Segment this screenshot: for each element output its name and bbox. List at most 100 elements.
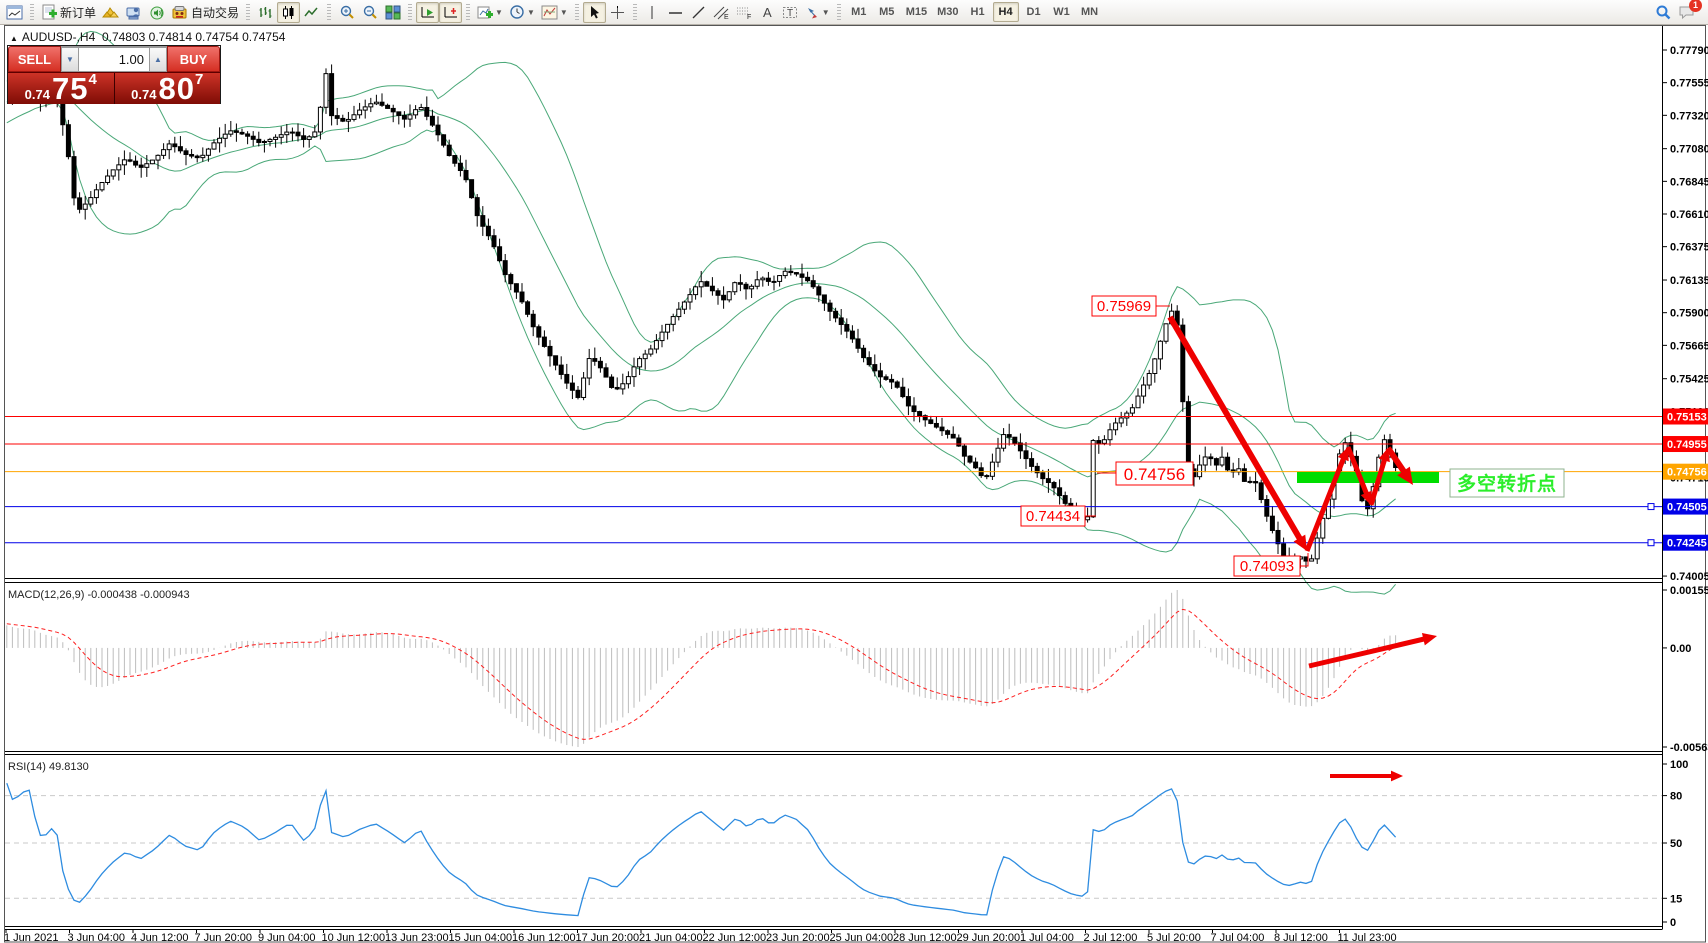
panel-toggle-icon[interactable]: ▲ xyxy=(10,34,18,43)
arrows-button[interactable]: ▼ xyxy=(802,2,833,23)
price-axis: 0.77790 0.77555 0.77320 0.77080 0.76845 0.766… xyxy=(1663,45,1708,583)
sell-price-small: 0.74 xyxy=(24,87,50,102)
text-button[interactable]: A xyxy=(756,2,779,23)
navigator-icon xyxy=(126,7,140,19)
sell-button[interactable]: SELL xyxy=(8,46,61,72)
svg-text:0.76610: 0.76610 xyxy=(1670,209,1708,221)
navigator-button[interactable] xyxy=(122,2,145,23)
timeframe-D1[interactable]: D1 xyxy=(1026,6,1041,18)
one-click-trading-panel: SELL ▼ 1.00 ▲ BUY 0.74 75 4 0.74 80 7 xyxy=(7,45,221,104)
autotrading-button[interactable]: 自动交易 xyxy=(168,2,242,23)
timeframe-W1[interactable]: W1 xyxy=(1053,6,1070,18)
signals-button[interactable] xyxy=(145,2,168,23)
volume-input[interactable]: 1.00 xyxy=(79,47,149,72)
chart-ohlc: 0.74803 0.74814 0.74754 0.74754 xyxy=(101,30,286,44)
line-handle[interactable] xyxy=(1647,503,1655,511)
price-tag: 0.74505 xyxy=(1663,498,1708,515)
search-button[interactable] xyxy=(1652,2,1675,23)
timeframe-M5[interactable]: M5 xyxy=(879,6,895,18)
timeframe-M15[interactable]: M15 xyxy=(905,6,928,18)
toolbar-grip xyxy=(466,4,471,20)
price-annotation[interactable]: 0.74434 xyxy=(1020,505,1096,527)
svg-text:0.74756: 0.74756 xyxy=(1124,465,1185,484)
zoom-out-icon xyxy=(363,5,377,19)
notifications-button[interactable]: 1 xyxy=(1675,0,1702,23)
cursor-button[interactable] xyxy=(582,1,606,23)
svg-text:0.77790: 0.77790 xyxy=(1670,45,1708,57)
line-chart-mode-button[interactable] xyxy=(300,2,323,23)
vertical-line-button[interactable] xyxy=(641,2,664,23)
indicators-button[interactable]: ▼ xyxy=(474,2,506,23)
candlestick-mode-button[interactable] xyxy=(277,1,301,23)
buy-button[interactable]: BUY xyxy=(167,46,220,72)
periods-button[interactable]: ▼ xyxy=(506,2,538,23)
svg-text:7 Jun 20:00: 7 Jun 20:00 xyxy=(195,932,253,943)
new-order-icon xyxy=(42,4,57,20)
auto-scroll-button[interactable] xyxy=(416,1,440,23)
tile-windows-button[interactable] xyxy=(381,2,404,23)
volume-stepper: ▼ 1.00 ▲ xyxy=(61,46,167,72)
cursor-icon xyxy=(590,5,599,18)
buy-price-small: 0.74 xyxy=(131,87,157,102)
svg-text:15: 15 xyxy=(1670,893,1682,905)
buy-price[interactable]: 0.74 80 7 xyxy=(114,71,220,104)
timeframe-M1[interactable]: M1 xyxy=(851,6,867,18)
volume-increase-button[interactable]: ▲ xyxy=(149,47,167,72)
equidistant-channel-button[interactable]: E xyxy=(710,2,733,23)
templates-button[interactable]: ▼ xyxy=(538,2,571,23)
toolbar-grip xyxy=(632,4,637,20)
svg-text:0.001559: 0.001559 xyxy=(1670,585,1708,597)
trendline-button[interactable] xyxy=(687,2,710,23)
notification-badge: 1 xyxy=(1689,0,1702,12)
trend-arrows[interactable] xyxy=(1167,315,1437,782)
timeframe-H1[interactable]: H1 xyxy=(970,6,985,18)
price-annotation[interactable]: 0.74756 xyxy=(1097,461,1194,486)
price-annotation[interactable]: 0.74093 xyxy=(1233,553,1309,577)
sell-price-sup: 4 xyxy=(88,71,97,88)
zoom-out-button[interactable] xyxy=(358,2,381,23)
svg-text:0.74756: 0.74756 xyxy=(1667,467,1707,479)
zoom-in-button[interactable] xyxy=(335,2,358,23)
crosshair-button[interactable] xyxy=(606,2,629,23)
fibonacci-button[interactable]: F xyxy=(733,2,756,23)
gold-icon xyxy=(102,7,120,18)
macd-label: MACD(12,26,9) -0.000438 -0.000943 xyxy=(8,589,190,601)
sell-price[interactable]: 0.74 75 4 xyxy=(8,71,115,104)
new-chart-button[interactable] xyxy=(3,2,26,23)
text-label-button[interactable]: T xyxy=(779,2,802,23)
svg-text:2 Jul 12:00: 2 Jul 12:00 xyxy=(1084,932,1138,943)
timeframe-H4[interactable]: H4 xyxy=(992,2,1019,22)
svg-text:A: A xyxy=(763,5,772,20)
svg-text:0.76135: 0.76135 xyxy=(1670,275,1708,287)
new-order-button[interactable]: 新订单 xyxy=(38,2,99,23)
volume-decrease-button[interactable]: ▼ xyxy=(61,47,79,72)
svg-text:25 Jun 04:00: 25 Jun 04:00 xyxy=(830,932,894,943)
svg-text:0: 0 xyxy=(1670,917,1676,929)
svg-text:22 Jun 12:00: 22 Jun 12:00 xyxy=(703,932,767,943)
horizontal-line-icon xyxy=(668,11,682,14)
price-chart[interactable]: 多空转折点 0.75969 0.74756 0.74434 0.74093 0.77790… xyxy=(0,25,1708,943)
svg-text:0.77080: 0.77080 xyxy=(1670,144,1708,156)
horizontal-line-button[interactable] xyxy=(664,2,687,23)
pane-borders xyxy=(4,25,1706,943)
equidistant-channel-icon: E xyxy=(713,6,729,20)
buy-price-sup: 7 xyxy=(194,71,204,88)
svg-text:15 Jun 04:00: 15 Jun 04:00 xyxy=(449,932,513,943)
timeframe-M30[interactable]: M30 xyxy=(937,6,959,18)
svg-text:0.75153: 0.75153 xyxy=(1667,412,1707,424)
svg-text:多空转折点: 多空转折点 xyxy=(1457,472,1557,495)
svg-text:28 Jun 12:00: 28 Jun 12:00 xyxy=(893,932,957,943)
note-box[interactable]: 多空转折点 xyxy=(1449,468,1565,498)
line-handle[interactable] xyxy=(1647,539,1655,547)
rsi-indicator: RSI(14) 49.8130 100 80 50 15 0 xyxy=(5,759,1688,929)
green-highlight-bar[interactable] xyxy=(1297,472,1439,483)
bar-chart-mode-button[interactable] xyxy=(254,2,277,23)
arrows-caret-icon: ▼ xyxy=(821,7,830,17)
toolbar-grip xyxy=(574,4,579,20)
gold-button[interactable] xyxy=(99,2,122,23)
price-annotation[interactable]: 0.75969 xyxy=(1091,295,1170,317)
chart-shift-button[interactable] xyxy=(439,1,463,23)
svg-text:23 Jun 20:00: 23 Jun 20:00 xyxy=(766,932,830,943)
rsi-line xyxy=(6,782,1397,917)
timeframe-MN[interactable]: MN xyxy=(1080,6,1099,18)
